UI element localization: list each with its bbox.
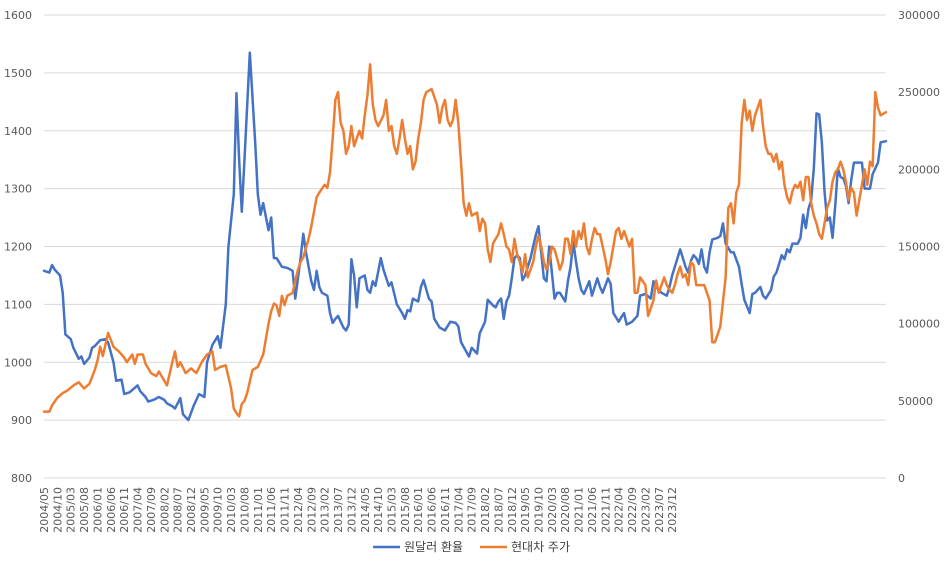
x-tick-label: 2007/04: [132, 487, 145, 533]
x-tick-label: 2013/02: [319, 487, 332, 533]
x-tick-label: 2012/04: [292, 487, 305, 533]
gridlines: [44, 14, 886, 421]
x-tick-label: 2010/03: [225, 487, 238, 533]
x-tick-label: 2018/07: [492, 487, 505, 533]
series-lines: [42, 51, 888, 422]
legend-item-2: 현대차 주가: [480, 540, 570, 554]
x-tick-label: 2005/08: [78, 487, 91, 533]
x-tick-label: 2016/01: [412, 487, 425, 533]
left-tick-label: 1300: [4, 183, 32, 196]
x-tick-label: 2015/03: [385, 487, 398, 533]
x-tick-label: 2022/04: [613, 487, 626, 533]
x-tick-label: 2015/08: [399, 487, 412, 533]
left-axis-ticks: 800 900 1000 1100 1200 1300 1400 1500 1600: [4, 9, 32, 485]
x-tick-label: 2004/10: [51, 487, 64, 533]
right-tick-label: 50000: [898, 395, 933, 408]
left-tick-label: 800: [11, 472, 32, 485]
legend-label-2: 현대차 주가: [511, 540, 570, 554]
x-tick-label: 2006/06: [105, 487, 118, 533]
x-tick-label: 2004/05: [38, 487, 51, 533]
x-tick-label: 2023/12: [666, 487, 679, 533]
right-tick-label: 150000: [898, 241, 940, 254]
x-tick-label: 2008/12: [185, 487, 198, 533]
x-tick-label: 2021/11: [599, 487, 612, 533]
series-line-2: [42, 63, 888, 418]
x-tick-label: 2023/02: [639, 487, 652, 533]
x-tick-label: 2008/02: [158, 487, 171, 533]
x-tick-label: 2020/03: [546, 487, 559, 533]
right-tick-label: 100000: [898, 318, 940, 331]
series-line-1: [42, 51, 888, 422]
x-tick-label: 2006/11: [118, 487, 131, 533]
left-tick-label: 1200: [4, 241, 32, 254]
x-tick-label: 2014/05: [359, 487, 372, 533]
x-tick-label: 2012/09: [305, 487, 318, 533]
x-tick-label: 2016/06: [426, 487, 439, 533]
x-tick-label: 2022/09: [626, 487, 639, 533]
x-tick-label: 2007/09: [145, 487, 158, 533]
x-tick-label: 2009/10: [212, 487, 225, 533]
x-tick-label: 2021/06: [586, 487, 599, 533]
x-tick-label: 2005/03: [65, 487, 78, 533]
left-tick-label: 900: [11, 414, 32, 427]
legend: 원달러 환율 현대차 주가: [373, 540, 570, 554]
x-tick-label: 2011/06: [265, 487, 278, 533]
legend-item-1: 원달러 환율: [373, 540, 463, 554]
x-tick-label: 2017/09: [466, 487, 479, 533]
x-tick-label: 2006/01: [91, 487, 104, 533]
x-tick-label: 2016/11: [439, 487, 452, 533]
right-tick-label: 300000: [898, 9, 940, 22]
x-tick-label: 2014/10: [372, 487, 385, 533]
legend-label-1: 원달러 환율: [404, 540, 463, 554]
x-tick-label: 2010/08: [238, 487, 251, 533]
x-tick-label: 2020/08: [559, 487, 572, 533]
x-tick-label: 2018/12: [506, 487, 519, 533]
x-tick-label: 2013/12: [345, 487, 358, 533]
x-tick-label: 2019/05: [519, 487, 532, 533]
left-tick-label: 1500: [4, 67, 32, 80]
x-tick-label: 2019/10: [533, 487, 546, 533]
x-tick-label: 2011/11: [279, 487, 292, 533]
right-tick-label: 200000: [898, 163, 940, 176]
left-tick-label: 1000: [4, 356, 32, 369]
x-tick-label: 2018/02: [479, 487, 492, 533]
x-axis-ticks: 2004/05 2004/10 2005/03 2005/08 2006/01 2006/…: [38, 487, 679, 533]
left-tick-label: 1600: [4, 9, 32, 22]
x-tick-label: 2013/07: [332, 487, 345, 533]
right-tick-label: 250000: [898, 86, 940, 99]
x-tick-label: 2011/01: [252, 487, 265, 533]
x-tick-label: 2009/05: [198, 487, 211, 533]
x-tick-label: 2023/07: [653, 487, 666, 533]
x-tick-label: 2017/04: [452, 487, 465, 533]
left-tick-label: 1400: [4, 125, 32, 138]
left-tick-label: 1100: [4, 298, 32, 311]
right-tick-label: 0: [898, 472, 905, 485]
x-tick-label: 2021/01: [573, 487, 586, 533]
right-axis-ticks: 0 50000 100000 150000 200000 250000 300000: [898, 9, 940, 485]
x-tick-label: 2008/07: [172, 487, 185, 533]
